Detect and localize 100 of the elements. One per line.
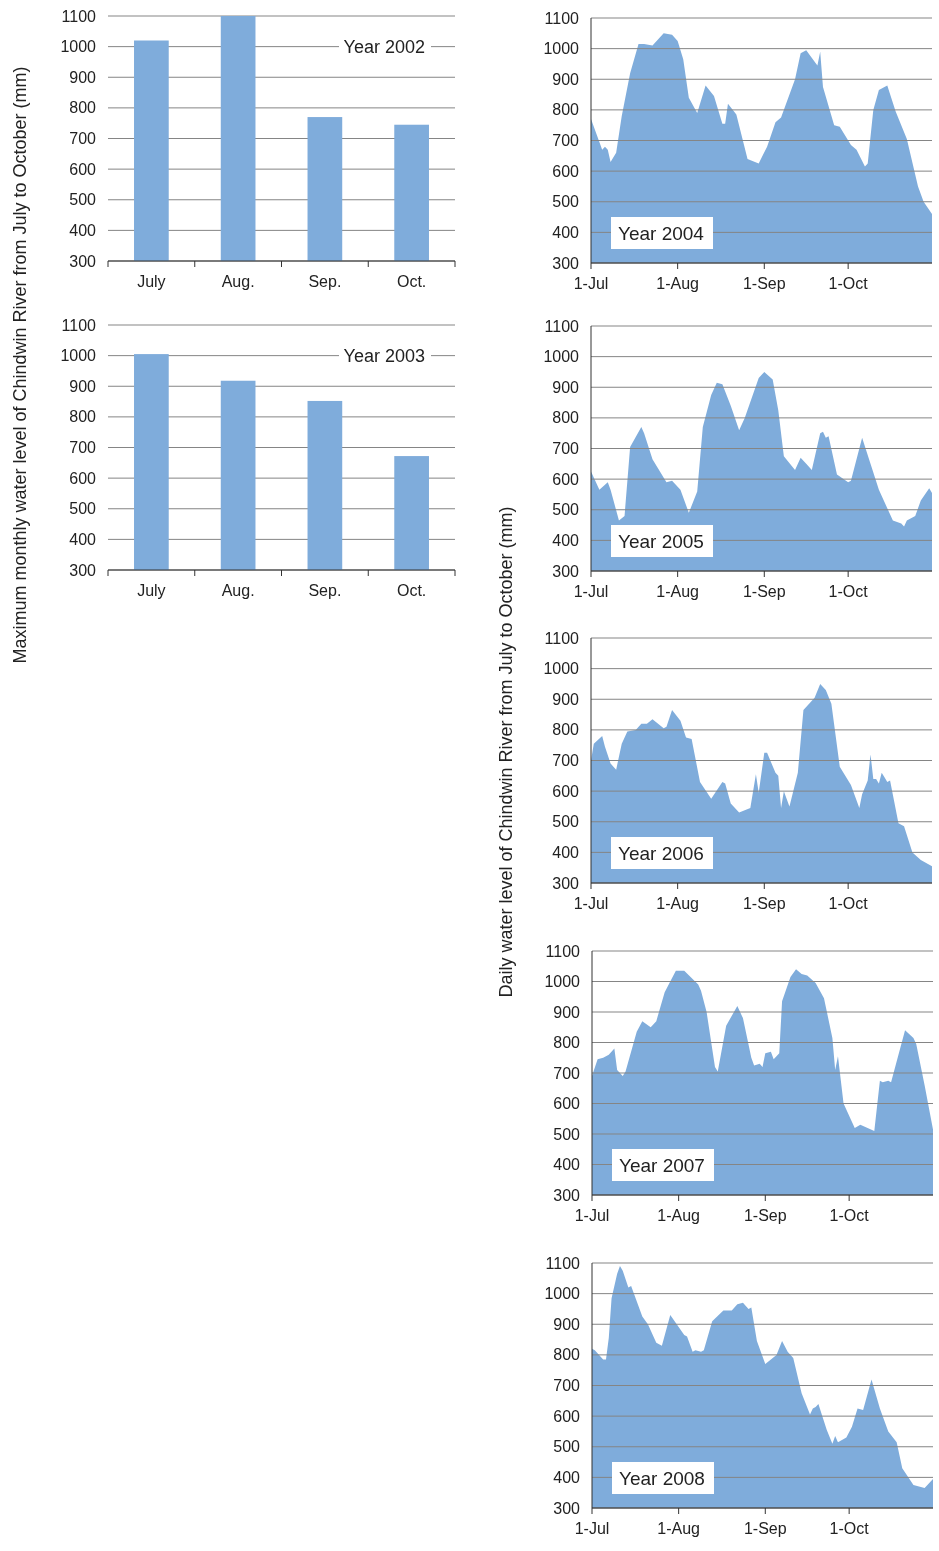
annotation: Year 2005	[618, 530, 704, 552]
annotation: Year 2007	[619, 1154, 705, 1176]
y-tick-label: 500	[69, 191, 97, 209]
y-tick-label: 800	[553, 1346, 581, 1364]
annotation: Year 2006	[618, 842, 704, 864]
y-tick-label: 800	[69, 99, 97, 117]
y-tick-label: 500	[552, 813, 580, 831]
y-tick-label: 600	[552, 470, 580, 488]
y-tick-label: 500	[69, 500, 97, 518]
y-tick-label: 300	[553, 1186, 581, 1204]
y-tick-label: 800	[69, 408, 97, 426]
y-tick-label: 700	[69, 130, 97, 148]
y-tick-label: 900	[553, 1003, 581, 1021]
y-tick-label: 300	[552, 254, 580, 272]
y-tick-label: 800	[552, 721, 580, 739]
y-tick-label: 1000	[544, 973, 581, 991]
y-tick-label: 700	[69, 439, 97, 457]
y-tick-label: 800	[552, 101, 580, 119]
x-tick-label: 1-Sep	[743, 1207, 787, 1224]
y-tick-label: 1000	[543, 40, 580, 58]
x-tick-label: Oct.	[396, 582, 427, 599]
x-tick-label: 1-Jul	[573, 895, 609, 912]
annotation: Year 2004	[618, 222, 705, 244]
y-tick-label: 1000	[544, 1285, 581, 1303]
y-tick-label: 900	[69, 68, 97, 86]
y-tick-label: 300	[69, 561, 97, 579]
x-tick-label: 1-Aug	[656, 583, 699, 600]
y-tick-label: 500	[553, 1125, 581, 1143]
x-tick-label: Aug.	[221, 273, 255, 290]
x-tick-label: 1-Aug	[656, 275, 699, 292]
y-tick-label: 300	[552, 562, 580, 580]
x-tick-label: 1-Sep	[742, 895, 786, 912]
y-tick-label: 600	[552, 782, 580, 800]
x-tick-label: 1-Oct	[828, 895, 869, 912]
y-tick-label: 900	[69, 377, 97, 395]
x-tick-label: Sep.	[308, 582, 342, 599]
x-tick-label: 1-Oct	[828, 583, 869, 600]
y-tick-label: 400	[553, 1468, 581, 1486]
y-tick-label: 600	[552, 162, 580, 180]
y-tick-label: 900	[552, 378, 580, 396]
y-tick-label: 1100	[545, 1254, 581, 1272]
y-tick-label: 900	[553, 1315, 581, 1333]
y-tick-label: 900	[552, 690, 580, 708]
y-tick-label: 700	[553, 1377, 581, 1395]
y-tick-label: 700	[553, 1064, 581, 1082]
y-tick-label: 500	[552, 193, 580, 211]
y-tick-label: 400	[552, 843, 580, 861]
y-tick-label: 400	[552, 531, 580, 549]
y-tick-label: 600	[553, 1095, 581, 1113]
annotation: Year 2002	[343, 36, 425, 57]
y-tick-label: 400	[552, 223, 580, 241]
y-axis-title: Maximum monthly water level of Chindwin River from July to October (mm)	[10, 66, 31, 664]
y-tick-label: 1000	[60, 347, 97, 365]
x-tick-label: 1-Aug	[657, 1207, 700, 1224]
y-tick-label: 1100	[544, 317, 580, 335]
x-tick-label: 1-Sep	[742, 583, 786, 600]
y-tick-label: 300	[69, 252, 97, 270]
x-tick-label: 1-Oct	[828, 275, 869, 292]
x-tick-label: 1-Oct	[829, 1520, 870, 1537]
y-tick-label: 600	[69, 160, 97, 178]
x-tick-label: 1-Oct	[829, 1207, 870, 1224]
y-tick-label: 1100	[61, 316, 97, 334]
y-tick-label: 700	[552, 132, 580, 150]
x-tick-label: 1-Sep	[742, 275, 786, 292]
y-tick-label: 1000	[543, 348, 580, 366]
x-tick-label: July	[137, 582, 166, 599]
y-tick-label: 900	[552, 70, 580, 88]
y-tick-label: 1000	[60, 38, 97, 56]
y-tick-label: 300	[552, 874, 580, 892]
y-tick-label: 400	[553, 1156, 581, 1174]
x-tick-label: 1-Aug	[656, 895, 699, 912]
x-tick-label: Oct.	[396, 273, 427, 290]
y-tick-label: 1100	[61, 7, 97, 25]
x-tick-label: 1-Jul	[573, 275, 609, 292]
y-tick-label: 600	[553, 1407, 581, 1425]
x-tick-label: Sep.	[308, 273, 342, 290]
y-tick-label: 500	[552, 501, 580, 519]
y-tick-label: 600	[69, 469, 97, 487]
y-axis-title: Daily water level of Chindwin River from July to October (mm)	[496, 506, 517, 998]
y-tick-label: 800	[553, 1034, 581, 1052]
annotation: Year 2008	[619, 1467, 705, 1489]
x-tick-label: 1-Jul	[573, 583, 609, 600]
x-tick-label: July	[137, 273, 166, 290]
annotation: Year 2003	[343, 345, 425, 366]
x-tick-label: 1-Jul	[574, 1520, 610, 1537]
y-tick-label: 500	[553, 1438, 581, 1456]
y-tick-label: 1100	[545, 942, 581, 960]
x-tick-label: 1-Jul	[574, 1207, 610, 1224]
x-tick-label: 1-Sep	[743, 1520, 787, 1537]
y-tick-label: 400	[69, 530, 97, 548]
y-tick-label: 1100	[544, 9, 580, 27]
y-tick-label: 300	[553, 1499, 581, 1517]
y-tick-label: 800	[552, 409, 580, 427]
y-tick-label: 400	[69, 221, 97, 239]
x-tick-label: Aug.	[221, 582, 255, 599]
y-tick-label: 700	[552, 752, 580, 770]
x-tick-label: 1-Aug	[657, 1520, 700, 1537]
y-tick-label: 1000	[543, 660, 580, 678]
y-tick-label: 700	[552, 440, 580, 458]
y-tick-label: 1100	[544, 629, 580, 647]
